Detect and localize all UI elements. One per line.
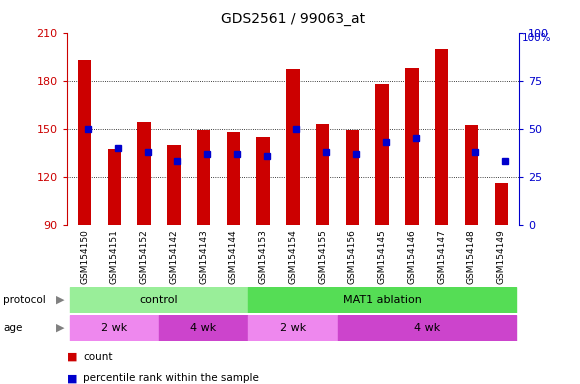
Text: MAT1 ablation: MAT1 ablation (343, 295, 422, 305)
Bar (405, 68, 419, 225)
Text: GSM154142: GSM154142 (169, 229, 178, 284)
Bar (286, 70, 300, 225)
Text: GSM154155: GSM154155 (318, 229, 327, 284)
Text: GDS2561 / 99063_at: GDS2561 / 99063_at (221, 12, 365, 25)
Text: ■: ■ (67, 352, 77, 362)
Text: age: age (3, 323, 22, 333)
Bar (70, 315, 159, 341)
Bar (197, 130, 211, 225)
Text: GSM154149: GSM154149 (496, 229, 506, 284)
Text: GSM154150: GSM154150 (80, 229, 89, 284)
Text: GSM154151: GSM154151 (110, 229, 119, 284)
Text: GSM154148: GSM154148 (467, 229, 476, 284)
Text: 4 wk: 4 wk (414, 323, 440, 333)
Text: count: count (83, 352, 113, 362)
Bar (137, 122, 151, 225)
Bar (316, 124, 329, 225)
Bar (346, 130, 359, 225)
Text: control: control (140, 295, 178, 305)
Text: ■: ■ (67, 373, 77, 383)
Bar (78, 60, 91, 225)
Bar (256, 137, 270, 225)
Text: GSM154154: GSM154154 (288, 229, 298, 284)
Text: 2 wk: 2 wk (101, 323, 128, 333)
Bar (338, 315, 516, 341)
Text: ▶: ▶ (56, 295, 65, 305)
Bar (465, 126, 478, 225)
Text: GSM154153: GSM154153 (259, 229, 267, 284)
Text: 2 wk: 2 wk (280, 323, 306, 333)
Bar (159, 315, 248, 341)
Text: GSM154145: GSM154145 (378, 229, 387, 284)
Bar (248, 287, 516, 313)
Text: 4 wk: 4 wk (190, 323, 217, 333)
Text: GSM154156: GSM154156 (348, 229, 357, 284)
Text: GSM154144: GSM154144 (229, 229, 238, 284)
Text: 100%: 100% (522, 33, 552, 43)
Bar (248, 315, 338, 341)
Bar (495, 183, 508, 225)
Text: GSM154143: GSM154143 (199, 229, 208, 284)
Text: GSM154152: GSM154152 (140, 229, 148, 284)
Bar (375, 84, 389, 225)
Bar (70, 287, 248, 313)
Text: GSM154147: GSM154147 (437, 229, 446, 284)
Bar (227, 132, 240, 225)
Bar (435, 49, 448, 225)
Bar (167, 145, 180, 225)
Bar (108, 149, 121, 225)
Text: GSM154146: GSM154146 (408, 229, 416, 284)
Text: percentile rank within the sample: percentile rank within the sample (83, 373, 259, 383)
Text: protocol: protocol (3, 295, 46, 305)
Text: ▶: ▶ (56, 323, 65, 333)
